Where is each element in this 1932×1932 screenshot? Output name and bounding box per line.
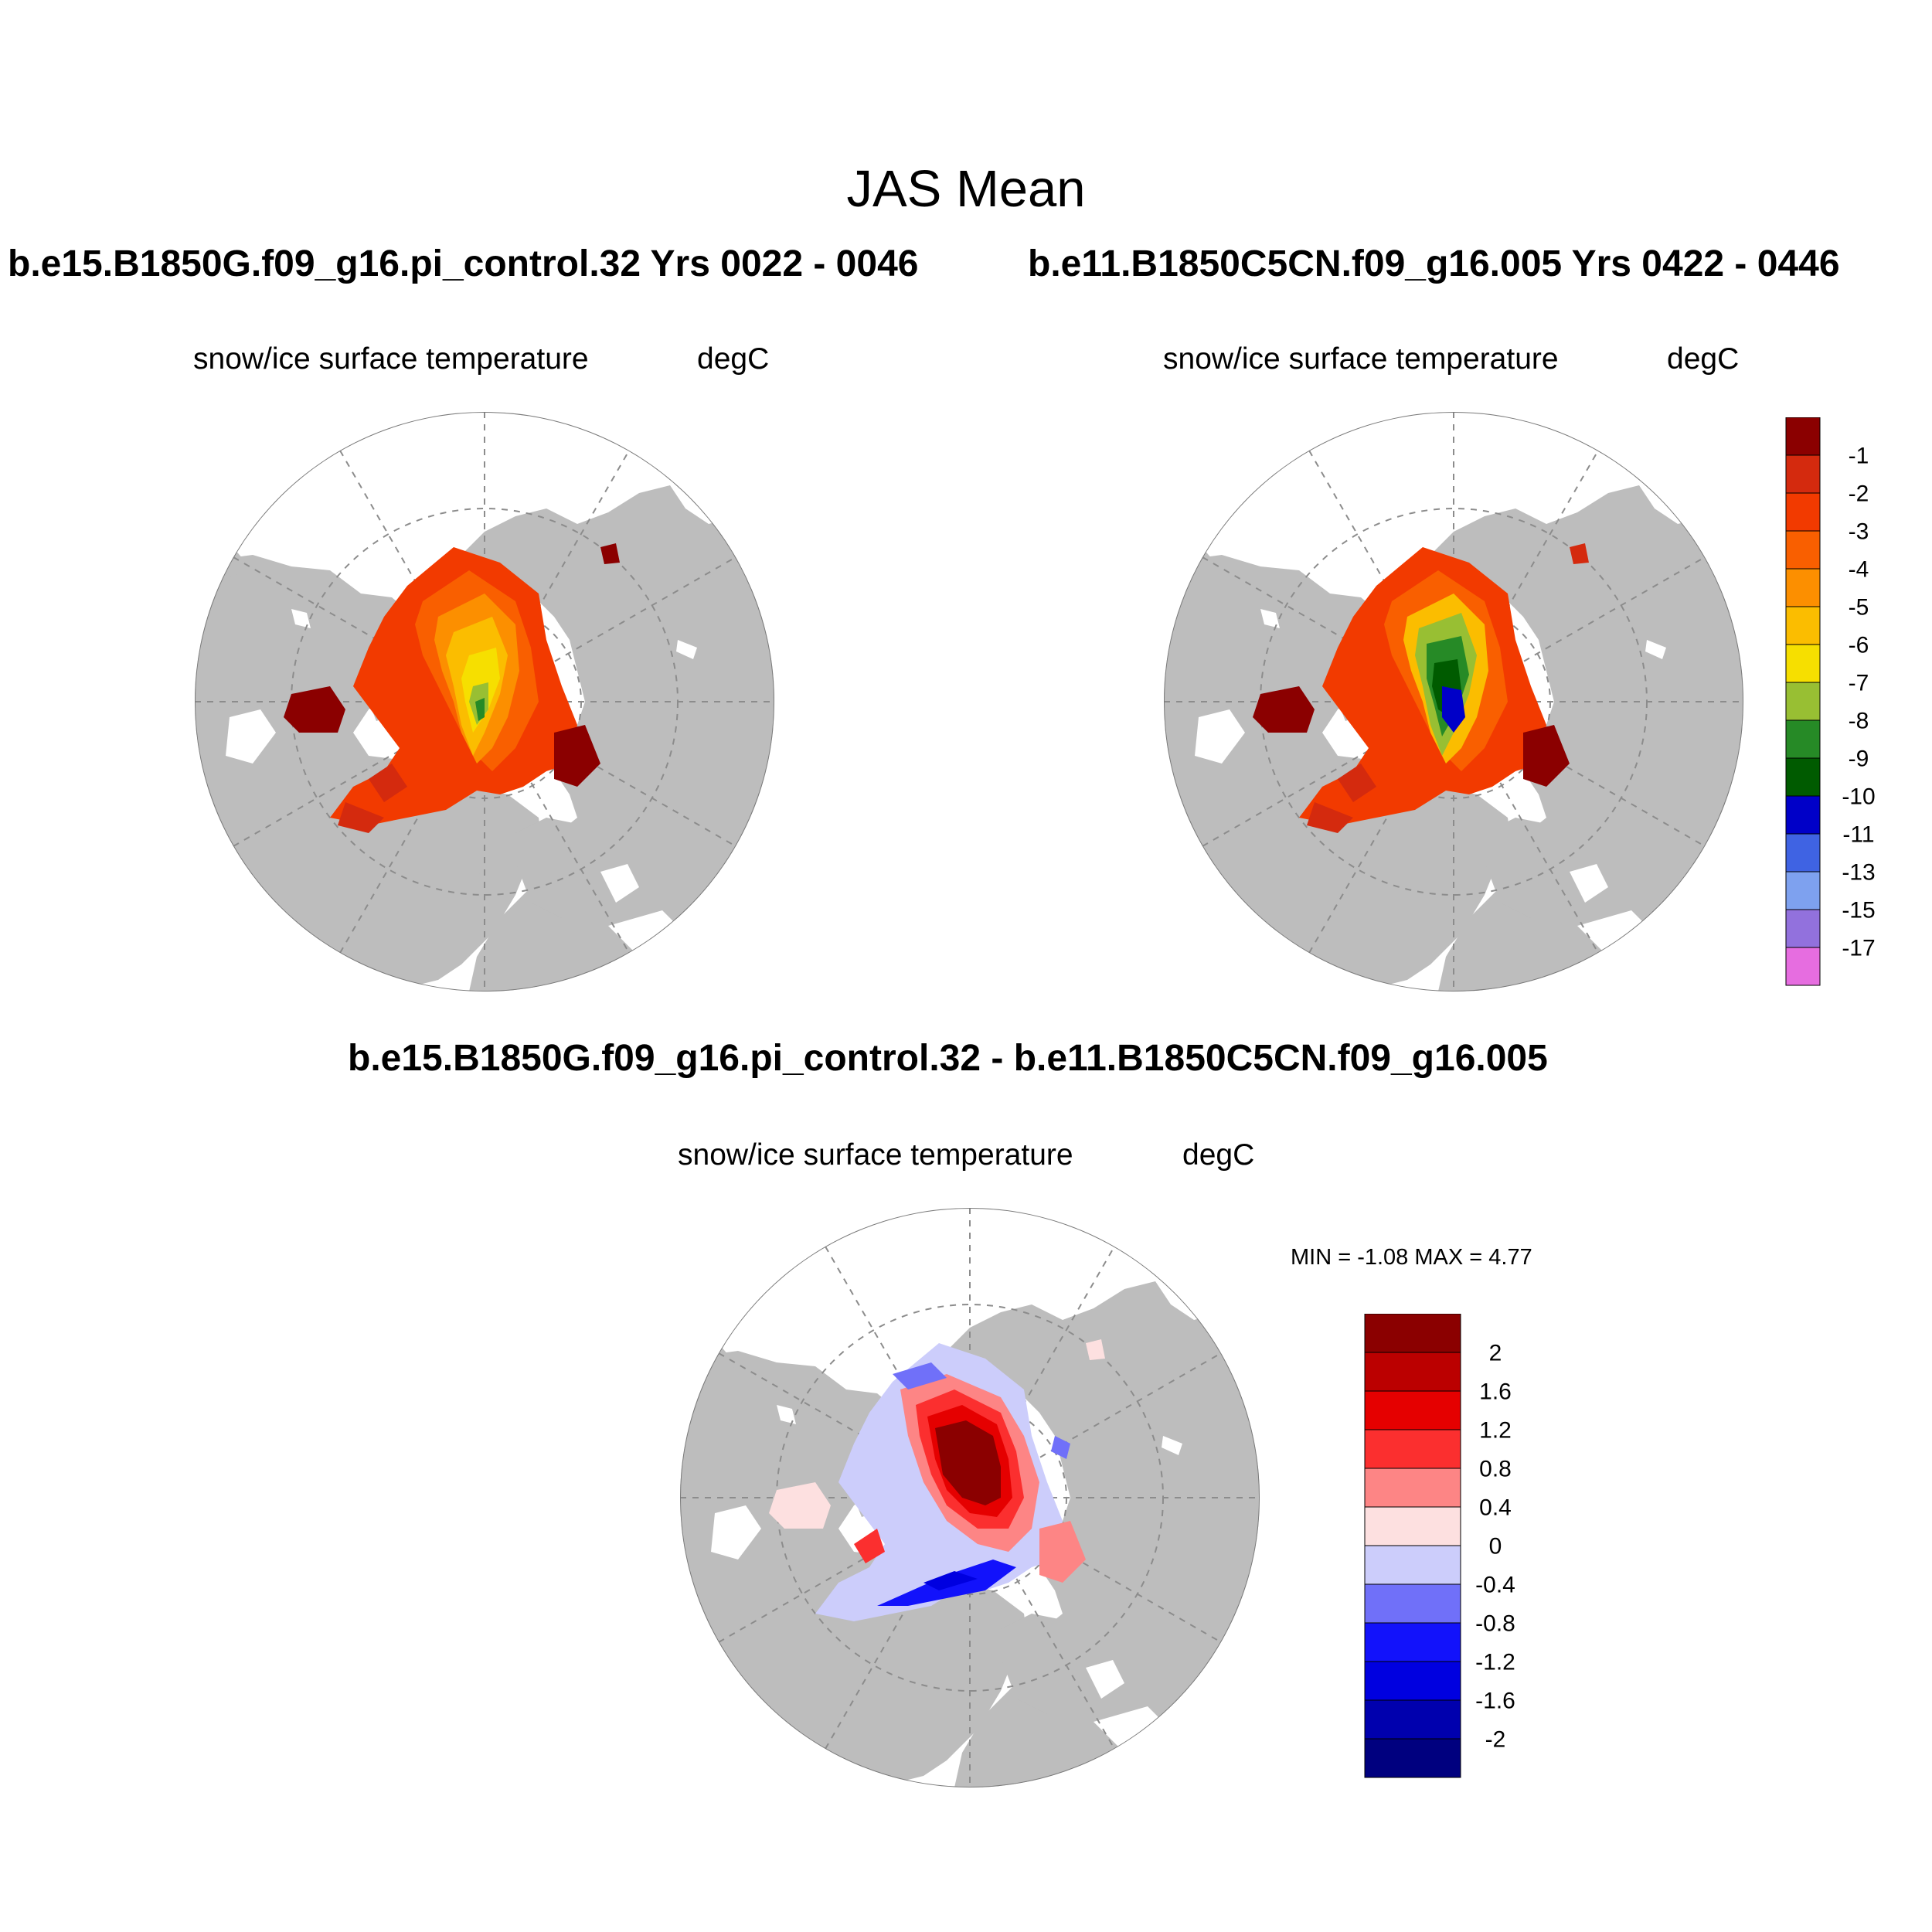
colorbar-difference-tick-label: -1.2 [1475, 1650, 1515, 1675]
panel-title-left: b.e15.B1850G.f09_g16.pi_control.32 Yrs 0… [8, 243, 919, 284]
units-label-right: degC [1667, 342, 1740, 376]
colorbar-difference-swatch [1364, 1429, 1461, 1469]
colorbar-difference-swatch [1364, 1545, 1461, 1585]
variable-label-left: snow/ice surface temperature [193, 342, 589, 376]
polar-map-left [195, 412, 774, 992]
colorbar-absolute-tick-label: -5 [1849, 595, 1869, 621]
colorbar-absolute-swatch [1785, 719, 1821, 759]
colorbar-absolute-tick-label: -3 [1849, 519, 1869, 545]
colorbar-difference-swatch [1364, 1390, 1461, 1430]
colorbar-absolute-swatch [1785, 417, 1821, 456]
panel-title-diff: b.e15.B1850G.f09_g16.pi_control.32 - b.e… [348, 1038, 1548, 1079]
colorbar-absolute-tick-label: -11 [1842, 822, 1874, 848]
colorbar-absolute: -1 -2 -3 -4 -5 -6 -7 -8 -9 -10 -11 -13 -15 -17 [1785, 417, 1876, 986]
colorbar-difference-swatch [1364, 1506, 1461, 1546]
colorbar-absolute-tick-label: -6 [1849, 633, 1869, 658]
colorbar-absolute-swatch [1785, 454, 1821, 494]
colorbar-absolute-tick-label: -2 [1849, 481, 1869, 507]
min-max-readout: MIN = -1.08 MAX = 4.77 [1291, 1245, 1532, 1270]
colorbar-difference-swatch [1364, 1314, 1461, 1353]
variable-label-diff: snow/ice surface temperature [678, 1138, 1073, 1172]
colorbar-absolute-swatch [1785, 644, 1821, 683]
figure-title: JAS Mean [846, 160, 1086, 218]
colorbar-absolute-swatch [1785, 530, 1821, 570]
colorbar-difference-tick-label: 2 [1489, 1341, 1502, 1366]
colorbar-difference-tick-label: 0 [1489, 1534, 1502, 1560]
colorbar-difference-tick-label: -1.6 [1475, 1689, 1515, 1714]
variable-label-right: snow/ice surface temperature [1163, 342, 1559, 376]
colorbar-absolute-swatch [1785, 947, 1821, 986]
colorbar-absolute-tick-label: -4 [1849, 557, 1869, 583]
colorbar-difference-swatch [1364, 1699, 1461, 1740]
colorbar-difference-tick-label: -0.4 [1475, 1573, 1515, 1598]
colorbar-absolute-tick-label: -7 [1849, 671, 1869, 696]
colorbar-absolute-tick-label: -13 [1842, 860, 1875, 886]
colorbar-absolute-swatch [1785, 492, 1821, 532]
colorbar-absolute-swatch [1785, 568, 1821, 607]
colorbar-difference-swatch [1364, 1738, 1461, 1778]
colorbar-difference-tick-label: -0.8 [1475, 1611, 1515, 1637]
colorbar-absolute-tick-label: -15 [1842, 898, 1875, 923]
colorbar-absolute-tick-label: -17 [1842, 936, 1875, 961]
polar-map-diff [680, 1208, 1260, 1787]
colorbar-difference-tick-label: 0.8 [1479, 1457, 1512, 1482]
colorbar-absolute-swatch [1785, 871, 1821, 910]
colorbar-difference-swatch [1364, 1583, 1461, 1624]
colorbar-absolute-swatch [1785, 833, 1821, 872]
colorbar-difference: 2 1.6 1.2 0.8 0.4 0 -0.4 -0.8 -1.2 -1.6 -2 [1364, 1314, 1515, 1778]
colorbar-difference-swatch [1364, 1352, 1461, 1392]
panel-title-right: b.e11.B1850C5CN.f09_g16.005 Yrs 0422 - 0… [1028, 243, 1840, 284]
colorbar-difference-swatch [1364, 1468, 1461, 1508]
colorbar-absolute-tick-label: -9 [1849, 747, 1869, 772]
colorbar-absolute-swatch [1785, 795, 1821, 835]
colorbar-absolute-swatch [1785, 682, 1821, 721]
colorbar-difference-tick-label: -2 [1485, 1727, 1506, 1753]
colorbar-difference-tick-label: 1.6 [1479, 1379, 1512, 1405]
units-label-left: degC [697, 342, 770, 376]
colorbar-absolute-tick-label: -1 [1849, 444, 1869, 469]
colorbar-difference-tick-label: 1.2 [1479, 1418, 1512, 1444]
colorbar-difference-tick-label: 0.4 [1479, 1495, 1512, 1521]
units-label-diff: degC [1182, 1138, 1255, 1172]
colorbar-absolute-tick-label: -10 [1842, 784, 1875, 810]
colorbar-difference-swatch [1364, 1622, 1461, 1662]
colorbar-absolute-swatch [1785, 606, 1821, 645]
polar-map-right [1164, 412, 1743, 992]
colorbar-absolute-swatch [1785, 757, 1821, 797]
colorbar-difference-swatch [1364, 1661, 1461, 1701]
colorbar-absolute-swatch [1785, 909, 1821, 948]
colorbar-absolute-tick-label: -8 [1849, 709, 1869, 734]
